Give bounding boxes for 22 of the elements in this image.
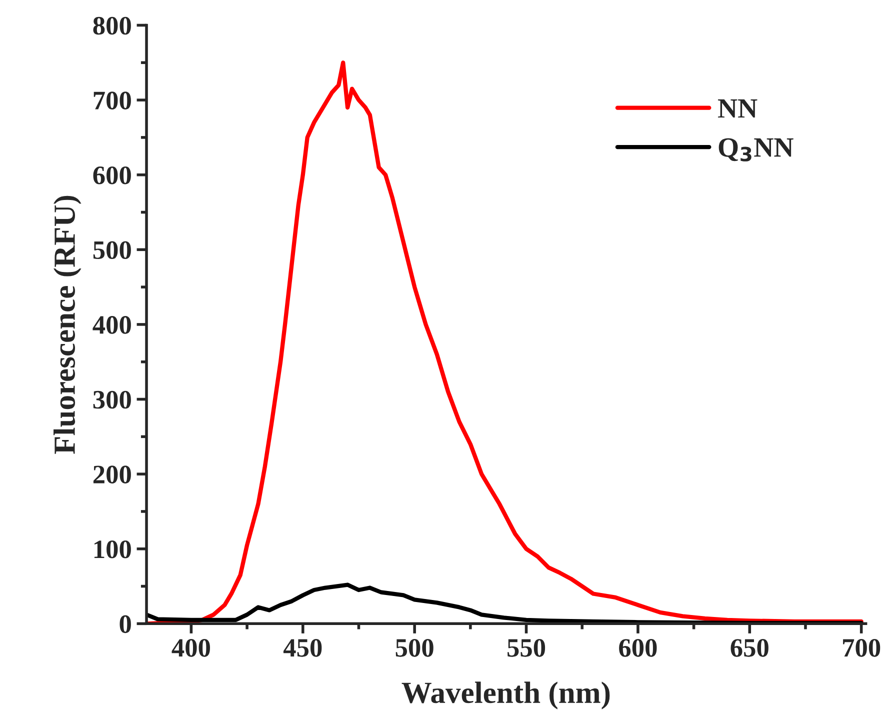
y-tick-label: 400 [92,316,131,334]
x-tick-label: 450 [283,639,322,657]
y-axis-title: Fluorescence (RFU) [54,196,82,454]
x-tick-label: 650 [730,639,768,657]
x-tick-label: 400 [172,639,210,657]
y-tick-label: 0 [120,615,131,634]
y-tick-label: 800 [93,16,131,35]
y-tick-label: 500 [93,241,131,260]
x-tick-label: 500 [396,639,434,657]
line-series [146,60,864,624]
x-axis-title: Wavelenth (nm) [402,682,610,710]
y-tick-label: 100 [94,540,131,558]
y-tick-label: 700 [94,92,131,110]
line-series [146,582,864,624]
y-tick-label: 300 [93,390,131,409]
y-tick-label: 200 [93,466,131,484]
legend-label: NN [718,99,758,118]
legend-label: Q$_{3}$NN [718,138,794,162]
x-tick-label: 700 [843,639,880,657]
y-tick-label: 600 [93,166,131,184]
x-tick-label: 600 [619,639,657,657]
x-tick-label: 550 [508,639,546,657]
